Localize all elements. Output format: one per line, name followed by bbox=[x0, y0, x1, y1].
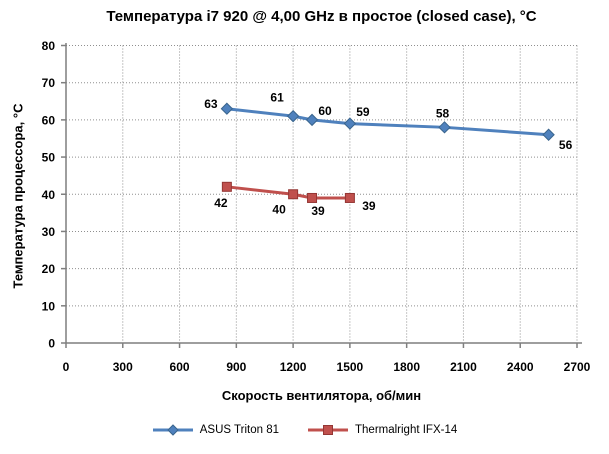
data-label-asus-triton-81-2: 60 bbox=[318, 104, 332, 118]
marker-asus-triton-81-850 bbox=[220, 102, 234, 115]
data-label-asus-triton-81-1: 61 bbox=[270, 90, 284, 104]
y-tick-label-60: 60 bbox=[42, 113, 56, 127]
legend-label-thermalright-ifx-14: Thermalright IFX-14 bbox=[355, 424, 458, 436]
x-tick-label-300: 300 bbox=[113, 360, 133, 374]
data-label-asus-triton-81-3: 59 bbox=[356, 105, 370, 119]
data-label-thermalright-ifx-14-0: 42 bbox=[214, 196, 228, 210]
marker-asus-triton-81-1300 bbox=[305, 113, 319, 127]
marker-asus-triton-81-1500 bbox=[343, 117, 357, 130]
legend-swatch-thermalright-ifx-14 bbox=[308, 425, 348, 435]
x-tick-label-0: 0 bbox=[63, 360, 70, 374]
y-tick-label-0: 0 bbox=[48, 337, 55, 351]
data-label-asus-triton-81-4: 58 bbox=[436, 107, 450, 121]
legend-label-asus-triton-81: ASUS Triton 81 bbox=[199, 424, 279, 436]
plot-area: 0 300 600 900 1200 1500 1800 2100 2400 2700 0 10 20 3… bbox=[42, 39, 591, 374]
x-tick-label-600: 600 bbox=[170, 360, 190, 374]
legend-item-asus-triton-81: ASUS Triton 81 bbox=[152, 424, 279, 436]
x-tick-label-2700: 2700 bbox=[564, 360, 591, 374]
y-tick-label-30: 30 bbox=[42, 225, 56, 239]
series-line-thermalright-ifx-14 bbox=[225, 185, 352, 200]
legend-item-thermalright-ifx-14: Thermalright IFX-14 bbox=[307, 424, 457, 436]
data-label-thermalright-ifx-14-3: 39 bbox=[362, 199, 376, 213]
y-tick-label-10: 10 bbox=[42, 299, 56, 313]
x-axis-title: Скорость вентилятора, об/мин bbox=[221, 388, 422, 403]
x-tick-label-2100: 2100 bbox=[450, 360, 477, 374]
marker-asus-triton-81-1200 bbox=[286, 109, 300, 123]
y-tick-label-50: 50 bbox=[42, 151, 56, 165]
y-tick-label-20: 20 bbox=[42, 262, 56, 276]
marker-asus-triton-81-2550 bbox=[542, 128, 555, 141]
data-label-asus-triton-81-5: 56 bbox=[559, 138, 573, 152]
series-line-asus-triton-81 bbox=[225, 107, 551, 137]
x-tick-label-1500: 1500 bbox=[337, 360, 364, 374]
marker-thermalright-ifx-14-1200 bbox=[288, 189, 299, 200]
marker-thermalright-ifx-14-1500 bbox=[344, 192, 355, 203]
x-tick-label-1200: 1200 bbox=[280, 360, 307, 374]
marker-asus-triton-81-2000 bbox=[438, 121, 451, 134]
y-tick-label-70: 70 bbox=[42, 76, 56, 90]
data-label-thermalright-ifx-14-2: 39 bbox=[311, 204, 325, 218]
y-tick-label-40: 40 bbox=[42, 188, 56, 202]
x-tick-label-1800: 1800 bbox=[393, 360, 420, 374]
marker-thermalright-ifx-14-850 bbox=[221, 181, 232, 192]
y-tick-label-80: 80 bbox=[42, 39, 56, 53]
x-tick-label-2400: 2400 bbox=[507, 360, 534, 374]
chart-title: Температура i7 920 @ 4,00 GHz в простое … bbox=[106, 8, 537, 25]
y-axis-title: Температура процессора, °C bbox=[10, 103, 26, 289]
x-tick-label-900: 900 bbox=[226, 360, 246, 374]
legend: ASUS Triton 81 Thermalright IFX-14 bbox=[0, 424, 609, 436]
marker-thermalright-ifx-14-1300 bbox=[307, 192, 318, 203]
data-label-thermalright-ifx-14-1: 40 bbox=[272, 202, 286, 216]
legend-marker-square bbox=[323, 425, 333, 435]
data-label-asus-triton-81-0: 63 bbox=[204, 97, 218, 111]
legend-swatch-asus-triton-81 bbox=[152, 424, 193, 436]
legend-marker-diamond bbox=[167, 424, 179, 436]
